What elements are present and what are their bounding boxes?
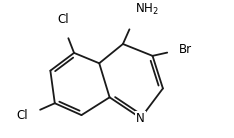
Text: NH$_2$: NH$_2$ bbox=[135, 2, 159, 17]
Text: N: N bbox=[136, 112, 145, 125]
Text: Cl: Cl bbox=[58, 13, 69, 26]
Text: Cl: Cl bbox=[17, 109, 28, 122]
Text: Br: Br bbox=[179, 43, 192, 56]
